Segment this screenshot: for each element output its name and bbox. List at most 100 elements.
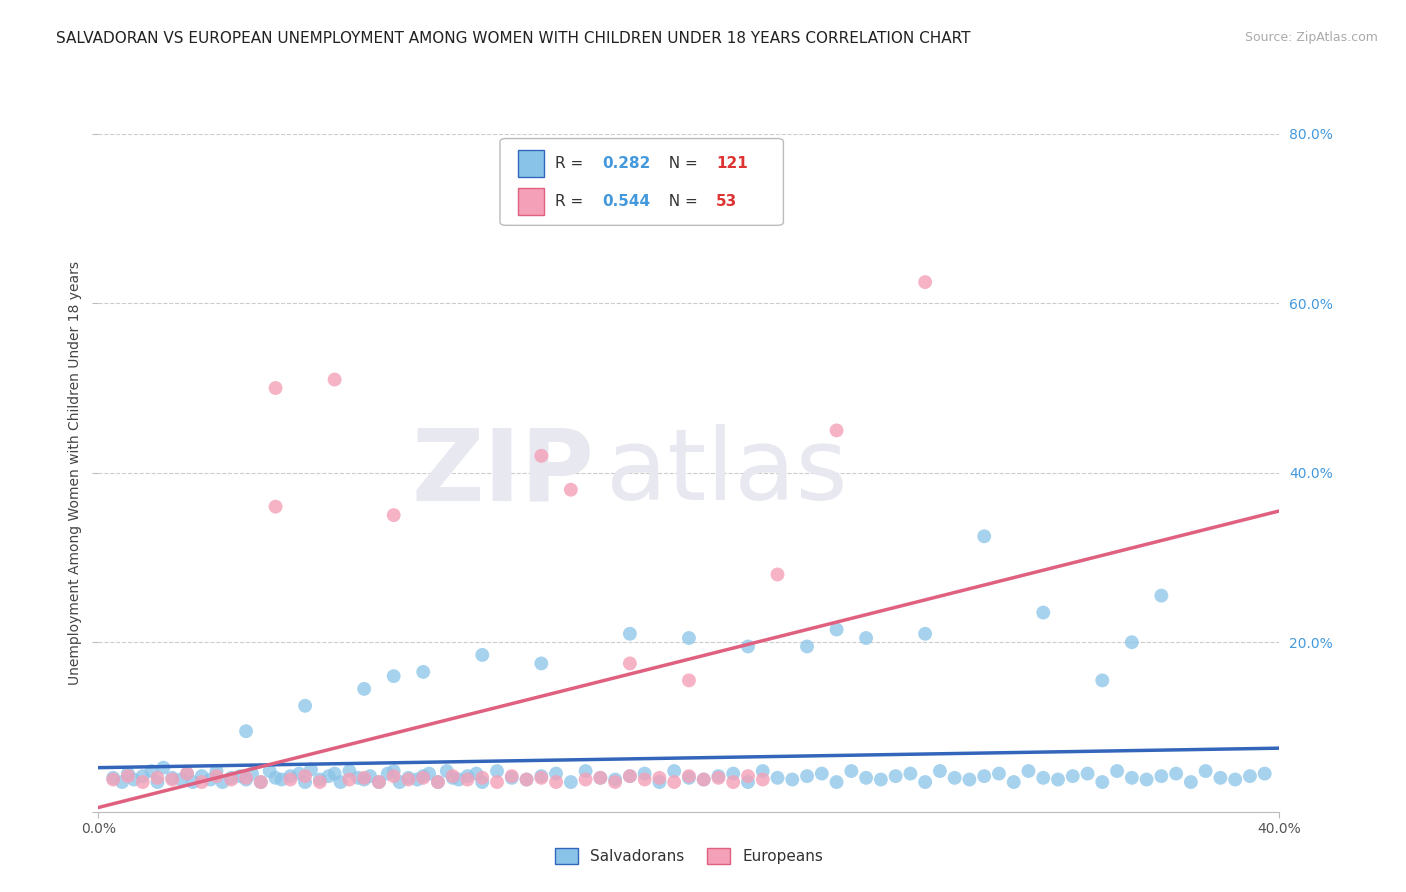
Point [117,766,139,780]
Point [589,771,612,785]
Point [278,769,302,783]
FancyBboxPatch shape [517,150,544,178]
Point [589,771,612,785]
Point [176,766,198,780]
Point [152,761,174,775]
Point [382,669,405,683]
Text: 53: 53 [716,194,737,209]
Point [132,775,155,789]
Point [146,775,169,789]
Point [678,631,700,645]
Point [396,772,419,787]
Point [1046,772,1069,787]
Point [382,508,405,523]
Point [250,775,273,789]
Point [664,764,686,778]
Point [382,764,405,778]
Point [219,772,242,787]
Text: atlas: atlas [606,425,848,521]
Point [1091,673,1114,688]
Point [1195,764,1218,778]
Point [766,567,789,582]
Point [377,766,399,780]
Point [122,772,145,787]
Point [959,772,981,787]
Point [388,775,411,789]
Point [191,769,214,783]
Point [1180,775,1202,789]
Point [368,775,391,789]
Point [515,772,537,787]
Point [235,772,257,787]
Point [259,764,281,778]
Point [1164,766,1187,780]
Point [288,766,311,780]
FancyBboxPatch shape [501,138,783,226]
Point [633,766,655,780]
Point [530,449,553,463]
Point [412,771,434,785]
Point [737,640,759,654]
Point [427,775,450,789]
Point [359,769,381,783]
Point [264,771,287,785]
Point [471,775,494,789]
Point [1032,606,1054,620]
Point [928,764,950,778]
Point [1239,769,1261,783]
Point [240,766,263,780]
Point [486,764,509,778]
Point [200,772,222,787]
Point [471,771,494,785]
Point [103,772,125,787]
Point [111,775,134,789]
Point [250,775,273,789]
Point [353,772,375,787]
Point [329,775,352,789]
Point [914,626,936,640]
Point [530,771,553,785]
Point [1032,771,1054,785]
Point [943,771,966,785]
Point [810,766,832,780]
Point [176,766,198,780]
Point [515,772,537,787]
Point [678,769,700,783]
Point [441,769,464,783]
Point [825,424,848,438]
Point [1105,764,1128,778]
Point [205,764,228,778]
Point [368,775,391,789]
Point [633,772,655,787]
Point [1135,772,1157,787]
Point [796,769,818,783]
Point [1254,766,1277,780]
Point [441,771,464,785]
Point [619,626,641,640]
Point [1209,771,1232,785]
Point [146,771,169,785]
Point [737,775,759,789]
Point [841,764,863,778]
Point [619,657,641,671]
Text: N =: N = [659,156,703,171]
Text: SALVADORAN VS EUROPEAN UNEMPLOYMENT AMONG WOMEN WITH CHILDREN UNDER 18 YEARS COR: SALVADORAN VS EUROPEAN UNEMPLOYMENT AMON… [56,31,970,46]
Point [278,772,302,787]
Point [546,775,568,789]
Point [546,766,568,780]
Text: Source: ZipAtlas.com: Source: ZipAtlas.com [1244,31,1378,45]
Point [648,771,671,785]
Point [1077,766,1099,780]
Point [751,764,773,778]
Point [664,775,686,789]
Point [471,648,494,662]
Point [353,681,375,696]
Point [619,769,641,783]
Point [987,766,1010,780]
Point [1121,771,1143,785]
Text: 121: 121 [716,156,748,171]
Point [447,772,470,787]
Text: R =: R = [555,194,589,209]
Point [299,762,322,776]
Point [782,772,804,787]
